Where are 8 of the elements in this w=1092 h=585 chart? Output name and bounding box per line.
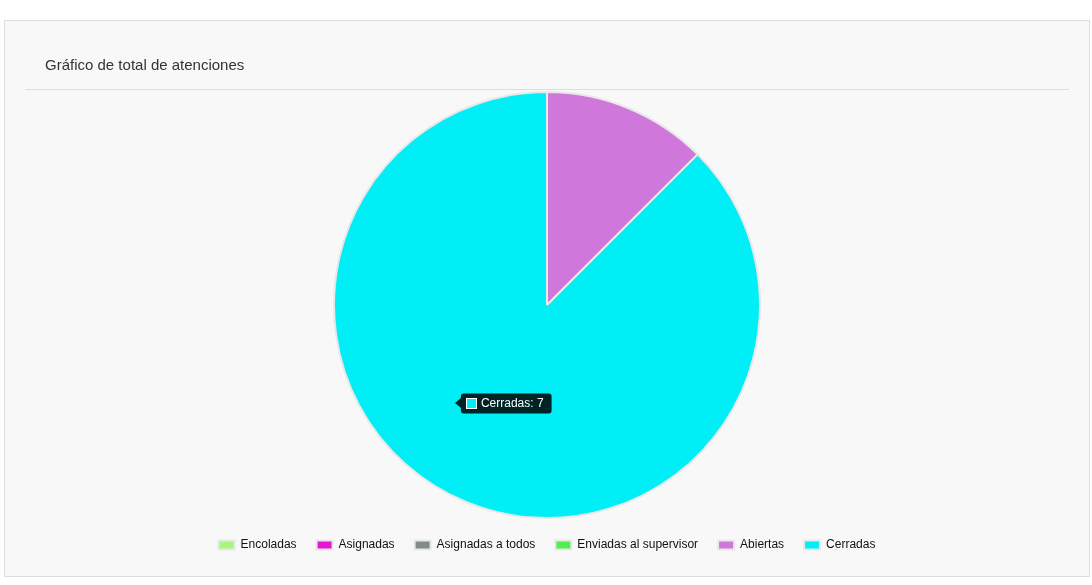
legend-label: Abiertas xyxy=(740,537,785,552)
legend-label: Enviadas al supervisor xyxy=(577,537,699,552)
legend-label: Asignadas a todos xyxy=(436,537,536,552)
legend-label: Cerradas xyxy=(826,537,876,552)
legend-label: Encoladas xyxy=(240,537,297,552)
chart-title: Gráfico de total de atenciones xyxy=(45,56,245,73)
text: Cerradas: 7 xyxy=(480,395,544,410)
legend-label: Asignadas xyxy=(338,537,395,552)
